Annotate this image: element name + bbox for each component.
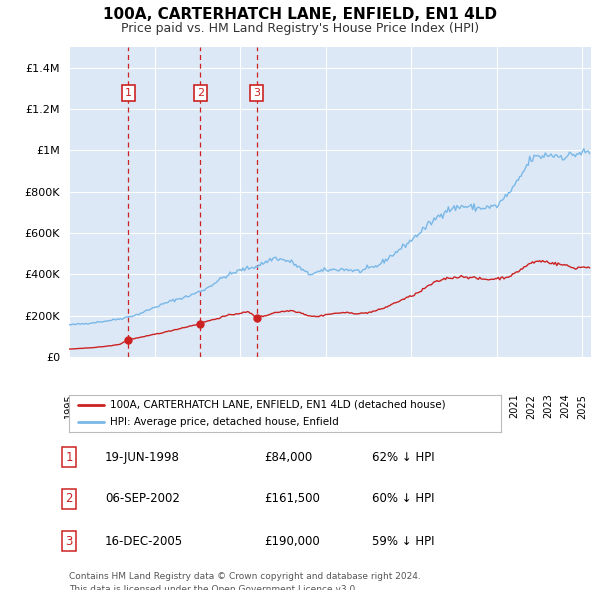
Text: 2: 2 [65, 492, 73, 505]
Text: 100A, CARTERHATCH LANE, ENFIELD, EN1 4LD (detached house): 100A, CARTERHATCH LANE, ENFIELD, EN1 4LD… [110, 400, 446, 410]
Text: 06-SEP-2002: 06-SEP-2002 [105, 492, 180, 505]
Text: 1: 1 [65, 451, 73, 464]
Text: Contains HM Land Registry data © Crown copyright and database right 2024.
This d: Contains HM Land Registry data © Crown c… [69, 572, 421, 590]
Text: 3: 3 [65, 535, 73, 548]
Text: 16-DEC-2005: 16-DEC-2005 [105, 535, 183, 548]
Text: 19-JUN-1998: 19-JUN-1998 [105, 451, 180, 464]
Text: 100A, CARTERHATCH LANE, ENFIELD, EN1 4LD: 100A, CARTERHATCH LANE, ENFIELD, EN1 4LD [103, 7, 497, 22]
Text: Price paid vs. HM Land Registry's House Price Index (HPI): Price paid vs. HM Land Registry's House … [121, 22, 479, 35]
Text: £84,000: £84,000 [264, 451, 312, 464]
Text: 60% ↓ HPI: 60% ↓ HPI [372, 492, 434, 505]
Text: £190,000: £190,000 [264, 535, 320, 548]
Text: HPI: Average price, detached house, Enfield: HPI: Average price, detached house, Enfi… [110, 417, 339, 427]
Text: 62% ↓ HPI: 62% ↓ HPI [372, 451, 434, 464]
Text: 1: 1 [125, 88, 132, 97]
Text: 2: 2 [197, 88, 204, 97]
Text: 3: 3 [253, 88, 260, 97]
Text: 59% ↓ HPI: 59% ↓ HPI [372, 535, 434, 548]
Text: £161,500: £161,500 [264, 492, 320, 505]
